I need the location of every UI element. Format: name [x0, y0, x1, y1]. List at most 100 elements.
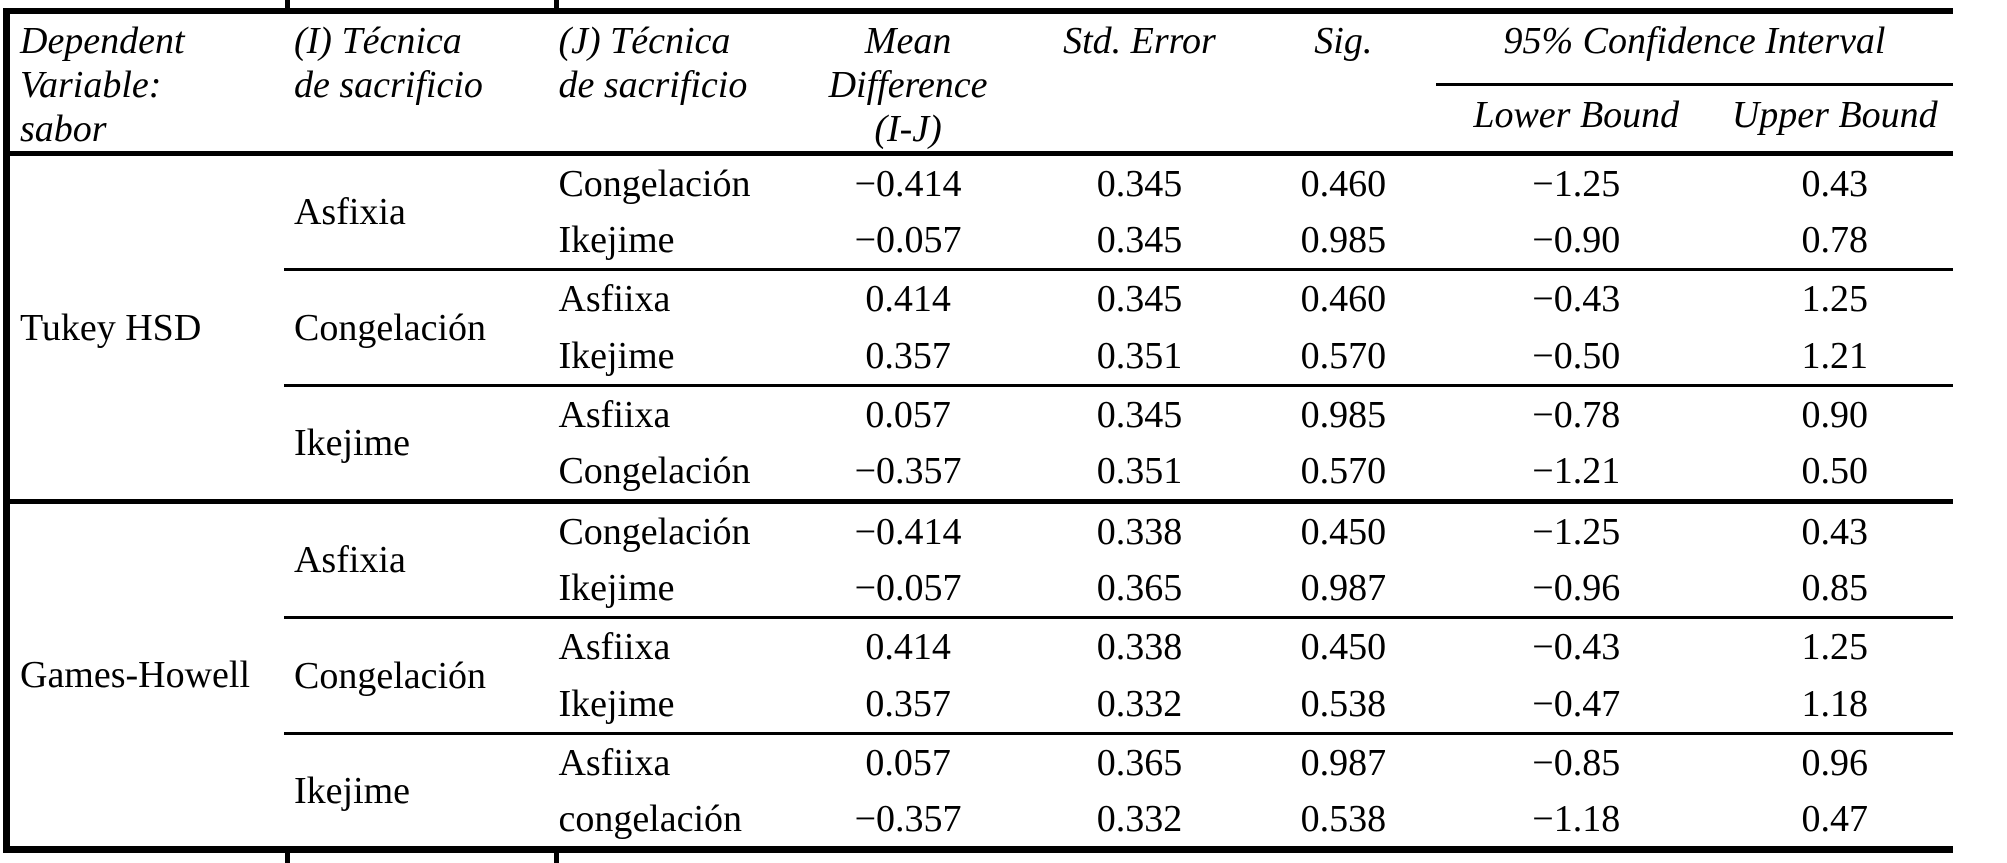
cell-j: Ikejime: [558, 682, 675, 725]
cell-sig: 0.985: [1250, 384, 1436, 444]
table-row: Games-Howell Asfixia Congelación −0.414 …: [6, 499, 1953, 850]
cell-lower-bound: −0.78: [1436, 384, 1717, 444]
bottom-column-tick-mark: [285, 853, 290, 863]
header-dependent-variable: Dependent Variable: sabor: [6, 11, 284, 157]
header-j-technique: (J) Técnica de sacrificio: [553, 11, 788, 157]
cell-upper-bound: 0.90: [1716, 384, 1953, 444]
header-std-error: Std. Error: [1028, 11, 1251, 157]
cell-std-error: 0.332: [1096, 797, 1183, 840]
cell-std-error: 0.338: [1028, 499, 1251, 560]
table-row: Ikejime −0.057 0.365 0.987 −0.96 0.85: [7, 560, 1954, 618]
cell-lower-bound: −0.96: [1532, 566, 1621, 609]
group-label: Congelación: [283, 268, 554, 386]
cell-sig: 0.570: [1300, 450, 1387, 493]
cell-sig: 0.460: [1300, 162, 1387, 205]
cell-std-error: 0.345: [1028, 268, 1251, 328]
cell-sig: 0.570: [1300, 334, 1387, 377]
cell-std-error: 0.345: [1096, 162, 1183, 205]
cell-std-error: 0.351: [1096, 334, 1183, 377]
cell-std-error: 0.332: [1096, 682, 1183, 725]
cell-std-error: 0.345: [1028, 384, 1251, 444]
cell-mean-diff: −0.057: [854, 218, 962, 261]
cell-lower-bound: −1.25: [1532, 162, 1621, 205]
top-column-tick-mark: [554, 0, 559, 10]
cell-mean-diff: 0.414: [787, 616, 1029, 676]
cell-j: congelación: [558, 797, 743, 840]
table-row: Ikejime Asfiixa 0.057 0.345 0.985 −0.78 …: [7, 384, 1953, 502]
header-confidence-interval-group: 95% Confidence Interval: [1436, 11, 1953, 87]
cell-mean-diff: 0.057: [787, 384, 1029, 444]
header-i-technique: (I) Técnica de sacrificio: [283, 11, 554, 157]
header-mean-difference: Mean Difference (I-J): [787, 11, 1029, 157]
cell-lower-bound: −0.90: [1532, 218, 1621, 261]
cell-upper-bound: 0.85: [1801, 566, 1869, 609]
cell-mean-diff: −0.057: [854, 566, 962, 609]
cell-upper-bound: 0.78: [1801, 218, 1869, 261]
method-label-tukey: Tukey HSD: [20, 306, 202, 349]
cell-upper-bound: 0.50: [1801, 450, 1869, 493]
cell-upper-bound: 0.43: [1801, 162, 1869, 205]
cell-lower-bound: −1.25: [1436, 499, 1717, 560]
cell-mean-diff: −0.414: [854, 162, 962, 205]
group-label: Ikejime: [283, 384, 554, 502]
cell-std-error: 0.365: [1028, 732, 1251, 792]
cell-lower-bound: −0.85: [1436, 732, 1717, 792]
table-row: Congelación Asfiixa 0.414 0.338 0.450 −0…: [7, 616, 1953, 734]
table-row: Ikejime 0.357 0.332 0.538 −0.47 1.18: [7, 676, 1954, 734]
method-label-games-howell: Games-Howell: [6, 499, 284, 850]
cell-mean-diff: 0.414: [787, 268, 1029, 328]
cell-lower-bound: −1.18: [1532, 797, 1621, 840]
cell-mean-diff: 0.057: [787, 732, 1029, 792]
cell-upper-bound: 1.21: [1801, 334, 1869, 377]
table-row: congelación −0.357 0.332 0.538 −1.18 0.4…: [7, 792, 1954, 850]
cell-mean-diff: −0.357: [854, 797, 962, 840]
header-sig: Sig.: [1250, 11, 1436, 157]
cell-j: Ikejime: [558, 218, 675, 261]
cell-std-error: 0.351: [1096, 450, 1183, 493]
table-body: Tukey HSD Asfixia Congelación −0.414 0.3…: [6, 154, 1954, 850]
cell-std-error: 0.365: [1096, 566, 1183, 609]
header-lower-bound: Lower Bound: [1436, 84, 1717, 157]
cell-upper-bound: 1.18: [1801, 682, 1869, 725]
cell-upper-bound: 0.43: [1716, 499, 1953, 560]
cell-mean-diff: 0.357: [865, 682, 951, 725]
cell-j: Congelación: [553, 499, 788, 560]
cell-lower-bound: −0.43: [1436, 616, 1717, 676]
group-label: Congelación: [283, 616, 554, 734]
table-row: Congelación −0.357 0.351 0.570 −1.21 0.5…: [7, 444, 1954, 502]
cell-j: Congelación: [558, 162, 751, 205]
cell-j: Congelación: [558, 450, 751, 493]
bottom-column-tick-mark: [554, 853, 559, 863]
header-row-ci-sub: Lower Bound Upper Bound: [7, 84, 1953, 157]
cell-sig: 0.985: [1300, 218, 1387, 261]
group-label: Ikejime: [283, 732, 554, 850]
cell-upper-bound: 1.25: [1716, 268, 1953, 328]
cell-lower-bound: −0.43: [1436, 268, 1717, 328]
cell-std-error: 0.338: [1028, 616, 1251, 676]
cell-mean-diff: −0.414: [787, 499, 1029, 560]
multiple-comparisons-table: Dependent Variable: sabor (I) Técnica de…: [3, 8, 1954, 854]
table-row: Tukey HSD Asfixia Congelación −0.414 0.3…: [7, 154, 1954, 349]
cell-lower-bound: −1.21: [1532, 450, 1621, 493]
cell-j: Ikejime: [558, 334, 675, 377]
cell-upper-bound: 0.96: [1716, 732, 1953, 792]
group-label: Asfixia: [283, 499, 554, 618]
cell-sig: 0.538: [1300, 682, 1387, 725]
cell-sig: 0.460: [1250, 268, 1436, 328]
cell-j: Ikejime: [558, 566, 675, 609]
header-upper-bound: Upper Bound: [1716, 84, 1953, 157]
table-row: Ikejime −0.057 0.345 0.985 −0.90 0.78: [7, 212, 1954, 270]
cell-sig: 0.450: [1250, 616, 1436, 676]
cell-j: Asfiixa: [553, 616, 788, 676]
table-header: Dependent Variable: sabor (I) Técnica de…: [6, 11, 1953, 157]
cell-lower-bound: −0.47: [1532, 682, 1621, 725]
table-row: Ikejime 0.357 0.351 0.570 −0.50 1.21: [7, 328, 1954, 386]
header-row-main: Dependent Variable: sabor (I) Técnica de…: [6, 11, 1953, 157]
group-label: Asfixia: [293, 191, 406, 234]
cell-std-error: 0.345: [1096, 218, 1183, 261]
cell-upper-bound: 0.47: [1801, 797, 1869, 840]
cell-j: Asfiixa: [553, 268, 788, 328]
cell-mean-diff: 0.357: [865, 334, 951, 377]
cell-sig: 0.987: [1300, 566, 1387, 609]
